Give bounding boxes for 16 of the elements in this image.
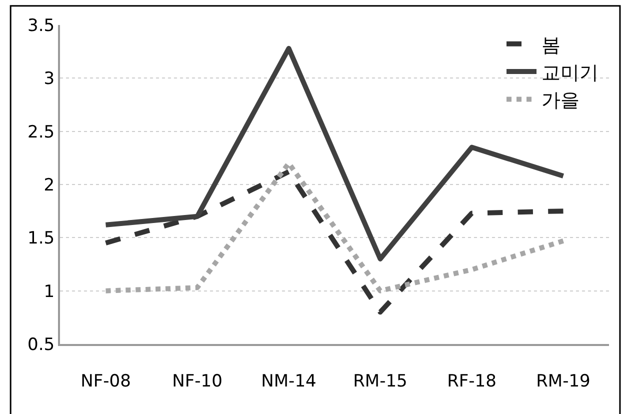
y-tick-label: 1 <box>44 282 55 302</box>
x-tick-label: NM-14 <box>261 371 316 392</box>
y-tick-label: 1.5 <box>28 228 55 249</box>
x-tick-label: RF-18 <box>447 371 496 392</box>
y-tick-label: 3 <box>44 69 55 90</box>
y-tick-label: 3.5 <box>28 16 55 36</box>
x-tick-label: NF-10 <box>172 371 222 392</box>
legend-label: 봄 <box>542 34 561 56</box>
legend-label: 가을 <box>542 90 580 112</box>
y-tick-label: 2 <box>44 175 55 196</box>
y-tick-label: 0.5 <box>28 334 55 355</box>
x-tick-label: RM-15 <box>353 371 408 392</box>
x-tick-label: RM-19 <box>536 371 590 392</box>
y-tick-label: 2.5 <box>28 122 55 142</box>
x-tick-label: NF-08 <box>80 371 131 392</box>
legend-label: 교미기 <box>542 62 599 84</box>
